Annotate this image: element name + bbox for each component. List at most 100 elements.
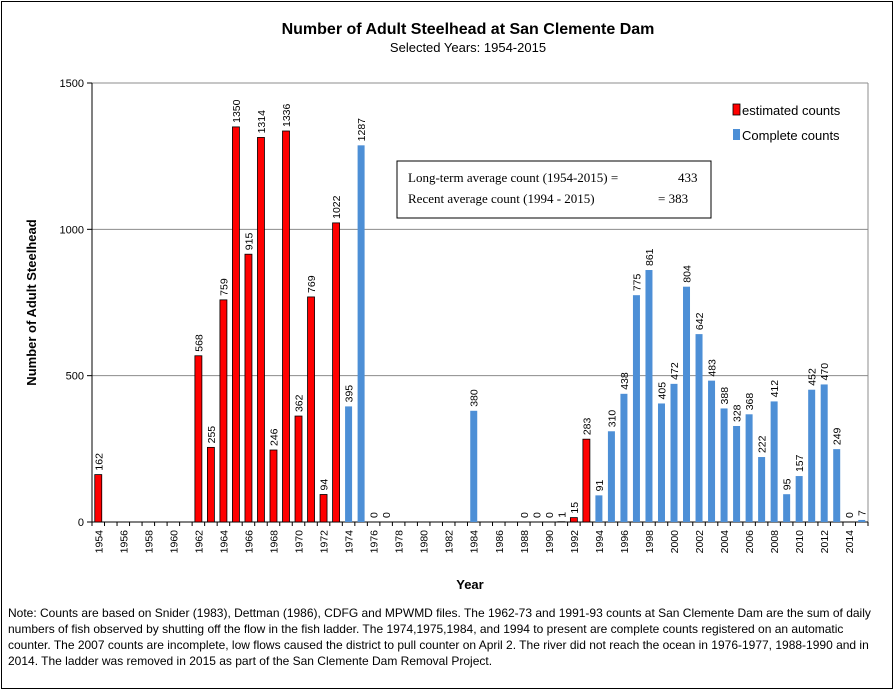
complete-count-bar [833, 449, 841, 522]
complete-count-bar [795, 476, 803, 522]
x-tick-label: 1958 [143, 530, 155, 554]
chart-subtitle: Selected Years: 1954-2015 [389, 40, 547, 55]
estimated-count-bar [232, 126, 240, 523]
complete-count-bar [670, 383, 678, 522]
y-tick-label: 1500 [60, 78, 84, 90]
data-label: 1022 [331, 195, 343, 219]
data-label: 222 [757, 435, 769, 453]
data-label: 1314 [256, 110, 268, 134]
estimated-count-bar [244, 253, 253, 523]
chart-area: 0 500 1000 1500 1954 1956 1958 1960 1962 1964 1966… [24, 78, 869, 592]
x-tick-label: 1986 [494, 530, 506, 554]
estimated-count-bar [307, 296, 315, 523]
data-label: 283 [581, 417, 593, 435]
estimated-count-bar [319, 494, 328, 523]
data-label: 1287 [356, 118, 368, 142]
average-annotation: Long-term average count (1954-2015) = 433… [396, 160, 712, 219]
estimated-count-bar [257, 137, 265, 523]
data-label: 91 [594, 480, 606, 492]
data-label: 1 [556, 512, 568, 518]
complete-count-bar [683, 286, 691, 522]
annotation-line1-label: Long-term average count (1954-2015) = [408, 170, 618, 185]
data-label: 861 [644, 248, 656, 266]
x-tick-label: 2004 [719, 530, 731, 554]
complete-count-bar [357, 145, 365, 522]
x-tick-label: 2000 [669, 530, 681, 554]
data-label: 0 [844, 512, 856, 518]
x-tick-label: 1980 [419, 530, 431, 554]
complete-count-bar [720, 408, 728, 522]
x-tick-label: 1982 [444, 530, 456, 554]
data-label: 804 [682, 265, 694, 283]
data-label: 915 [243, 233, 255, 251]
data-label: 775 [631, 274, 643, 292]
data-label: 95 [782, 478, 794, 490]
data-label: 362 [294, 394, 306, 412]
data-label: 0 [544, 512, 556, 518]
data-label: 255 [206, 426, 218, 444]
x-tick-label: 1960 [168, 530, 180, 554]
x-tick-label: 1964 [218, 530, 230, 554]
data-label: 1350 [231, 99, 243, 123]
data-label: 157 [794, 454, 806, 472]
complete-count-bar [858, 519, 866, 522]
x-tick-label: 1994 [594, 530, 606, 554]
x-tick-label: 1968 [268, 530, 280, 554]
legend-swatch [732, 103, 741, 116]
x-tick-label: 2006 [744, 530, 756, 554]
complete-count-bar [345, 406, 353, 522]
data-label: 452 [807, 368, 819, 386]
complete-count-bar [695, 334, 703, 522]
y-tick-label: 0 [78, 517, 84, 529]
complete-count-bar [783, 494, 791, 522]
legend-label: Complete counts [742, 128, 840, 143]
data-label: 759 [218, 278, 230, 296]
data-label: 246 [268, 428, 280, 446]
data-label: 0 [519, 512, 531, 518]
x-tick-label: 2010 [794, 530, 806, 554]
x-tick-label: 2014 [844, 530, 856, 554]
data-label: 0 [531, 512, 543, 518]
data-label: 380 [469, 389, 481, 407]
y-axis-title: Number of Adult Steelhead [24, 219, 39, 385]
complete-count-bar [745, 414, 753, 522]
x-tick-label: 1972 [319, 530, 331, 554]
data-label: 438 [619, 372, 631, 390]
data-label: 249 [832, 427, 844, 445]
estimated-count-bar [332, 222, 340, 523]
data-label: 7 [857, 510, 869, 516]
data-label: 328 [732, 404, 744, 422]
complete-count-bar [820, 384, 828, 522]
estimated-count-bar [194, 355, 203, 523]
annotation-line2-value: = 383 [658, 191, 688, 206]
complete-count-bar [607, 431, 615, 522]
data-label: 1336 [281, 103, 293, 127]
complete-count-bar [645, 270, 653, 522]
x-tick-label: 1992 [569, 530, 581, 554]
complete-count-bar [620, 393, 628, 522]
estimated-count-bar [582, 438, 591, 523]
legend-swatch [733, 129, 740, 140]
complete-count-bar [770, 401, 778, 522]
data-label: 412 [769, 380, 781, 398]
complete-count-bar [808, 389, 816, 522]
x-tick-label: 1954 [93, 530, 105, 554]
estimated-count-bar [94, 474, 103, 523]
data-label: 642 [694, 312, 706, 330]
x-tick-label: 1966 [243, 530, 255, 554]
complete-count-bar [733, 426, 741, 522]
complete-count-bar [595, 495, 603, 522]
chart-title: Number of Adult Steelhead at San Clement… [281, 21, 655, 38]
complete-count-bar [470, 410, 478, 522]
complete-count-bar [657, 403, 665, 522]
data-label: 472 [669, 362, 681, 380]
estimated-count-bar [569, 517, 578, 523]
data-label: 470 [819, 363, 831, 381]
data-label: 769 [306, 275, 318, 293]
legend-label: estimated counts [742, 103, 841, 118]
data-label: 483 [707, 359, 719, 377]
x-tick-label: 1984 [469, 530, 481, 554]
x-tick-label: 2008 [769, 530, 781, 554]
estimated-count-bar [207, 446, 215, 523]
